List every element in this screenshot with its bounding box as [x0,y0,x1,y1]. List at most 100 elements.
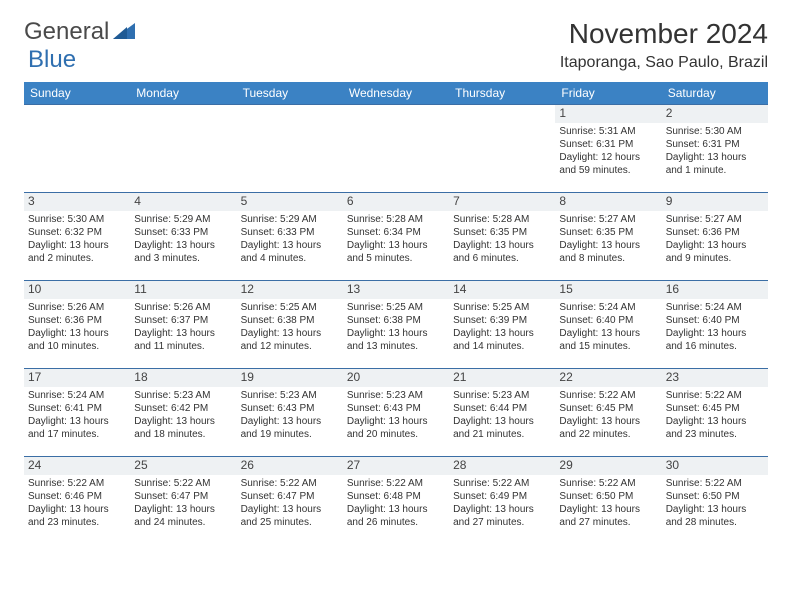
calendar-day-cell: 30Sunrise: 5:22 AMSunset: 6:50 PMDayligh… [662,457,768,545]
daylight-text: and 9 minutes. [666,252,764,265]
daylight-text: Daylight: 13 hours [241,327,339,340]
sunset-text: Sunset: 6:42 PM [134,402,232,415]
day-number: 13 [343,281,449,299]
sunset-text: Sunset: 6:38 PM [241,314,339,327]
sunset-text: Sunset: 6:35 PM [559,226,657,239]
daylight-text: Daylight: 13 hours [559,503,657,516]
daylight-text: Daylight: 13 hours [134,415,232,428]
daylight-text: and 6 minutes. [453,252,551,265]
sunrise-text: Sunrise: 5:22 AM [666,389,764,402]
day-number: 9 [662,193,768,211]
daylight-text: Daylight: 13 hours [559,415,657,428]
calendar-day-cell: 26Sunrise: 5:22 AMSunset: 6:47 PMDayligh… [237,457,343,545]
weekday-header: Wednesday [343,82,449,105]
daylight-text: Daylight: 13 hours [28,327,126,340]
sunrise-text: Sunrise: 5:29 AM [134,213,232,226]
day-number: 27 [343,457,449,475]
header: General November 2024 Itaporanga, Sao Pa… [24,18,768,72]
calendar-day-cell: 11Sunrise: 5:26 AMSunset: 6:37 PMDayligh… [130,281,236,369]
sunrise-text: Sunrise: 5:30 AM [666,125,764,138]
logo-triangle-icon [113,18,135,46]
weekday-header: Thursday [449,82,555,105]
calendar-day-cell: 2Sunrise: 5:30 AMSunset: 6:31 PMDaylight… [662,105,768,193]
sunset-text: Sunset: 6:31 PM [559,138,657,151]
daylight-text: Daylight: 13 hours [28,239,126,252]
sunset-text: Sunset: 6:47 PM [134,490,232,503]
calendar-day-cell: 15Sunrise: 5:24 AMSunset: 6:40 PMDayligh… [555,281,661,369]
daylight-text: and 59 minutes. [559,164,657,177]
daylight-text: Daylight: 13 hours [134,239,232,252]
daylight-text: Daylight: 13 hours [347,503,445,516]
sunrise-text: Sunrise: 5:22 AM [453,477,551,490]
sunrise-text: Sunrise: 5:28 AM [453,213,551,226]
sunset-text: Sunset: 6:31 PM [666,138,764,151]
day-number: 10 [24,281,130,299]
day-number: 18 [130,369,236,387]
daylight-text: Daylight: 13 hours [666,503,764,516]
daylight-text: Daylight: 13 hours [241,239,339,252]
day-number: 8 [555,193,661,211]
calendar-day-cell: 1Sunrise: 5:31 AMSunset: 6:31 PMDaylight… [555,105,661,193]
day-number: 16 [662,281,768,299]
daylight-text: and 21 minutes. [453,428,551,441]
day-number: 22 [555,369,661,387]
daylight-text: and 4 minutes. [241,252,339,265]
calendar-week-row: 24Sunrise: 5:22 AMSunset: 6:46 PMDayligh… [24,457,768,545]
sunrise-text: Sunrise: 5:23 AM [453,389,551,402]
calendar-day-cell: 19Sunrise: 5:23 AMSunset: 6:43 PMDayligh… [237,369,343,457]
weekday-header: Tuesday [237,82,343,105]
daylight-text: Daylight: 12 hours [559,151,657,164]
sunrise-text: Sunrise: 5:27 AM [666,213,764,226]
location: Itaporanga, Sao Paulo, Brazil [560,54,768,72]
sunset-text: Sunset: 6:40 PM [559,314,657,327]
calendar-day-cell: 3Sunrise: 5:30 AMSunset: 6:32 PMDaylight… [24,193,130,281]
calendar-week-row: 3Sunrise: 5:30 AMSunset: 6:32 PMDaylight… [24,193,768,281]
daylight-text: and 10 minutes. [28,340,126,353]
daylight-text: Daylight: 13 hours [453,503,551,516]
daylight-text: and 16 minutes. [666,340,764,353]
daylight-text: Daylight: 13 hours [28,415,126,428]
calendar-day-cell: 8Sunrise: 5:27 AMSunset: 6:35 PMDaylight… [555,193,661,281]
daylight-text: and 27 minutes. [453,516,551,529]
calendar-day-cell: 28Sunrise: 5:22 AMSunset: 6:49 PMDayligh… [449,457,555,545]
day-number: 14 [449,281,555,299]
daylight-text: and 11 minutes. [134,340,232,353]
sunrise-text: Sunrise: 5:30 AM [28,213,126,226]
day-number: 4 [130,193,236,211]
calendar-day-cell: 18Sunrise: 5:23 AMSunset: 6:42 PMDayligh… [130,369,236,457]
calendar-day-cell: 5Sunrise: 5:29 AMSunset: 6:33 PMDaylight… [237,193,343,281]
daylight-text: Daylight: 13 hours [347,327,445,340]
daylight-text: Daylight: 13 hours [559,239,657,252]
daylight-text: Daylight: 13 hours [453,327,551,340]
calendar-day-cell [449,105,555,193]
sunset-text: Sunset: 6:34 PM [347,226,445,239]
daylight-text: and 25 minutes. [241,516,339,529]
daylight-text: Daylight: 13 hours [666,239,764,252]
daylight-text: Daylight: 13 hours [241,503,339,516]
daylight-text: and 28 minutes. [666,516,764,529]
calendar-day-cell: 22Sunrise: 5:22 AMSunset: 6:45 PMDayligh… [555,369,661,457]
daylight-text: and 26 minutes. [347,516,445,529]
daylight-text: and 17 minutes. [28,428,126,441]
daylight-text: Daylight: 13 hours [28,503,126,516]
sunrise-text: Sunrise: 5:22 AM [347,477,445,490]
sunset-text: Sunset: 6:40 PM [666,314,764,327]
sunset-text: Sunset: 6:33 PM [134,226,232,239]
daylight-text: Daylight: 13 hours [347,239,445,252]
calendar-day-cell: 27Sunrise: 5:22 AMSunset: 6:48 PMDayligh… [343,457,449,545]
sunrise-text: Sunrise: 5:23 AM [241,389,339,402]
day-number: 15 [555,281,661,299]
day-number: 29 [555,457,661,475]
sunrise-text: Sunrise: 5:25 AM [453,301,551,314]
calendar-day-cell: 7Sunrise: 5:28 AMSunset: 6:35 PMDaylight… [449,193,555,281]
calendar-body: 1Sunrise: 5:31 AMSunset: 6:31 PMDaylight… [24,105,768,545]
daylight-text: Daylight: 13 hours [347,415,445,428]
day-number: 12 [237,281,343,299]
day-number: 21 [449,369,555,387]
sunrise-text: Sunrise: 5:26 AM [28,301,126,314]
daylight-text: Daylight: 13 hours [241,415,339,428]
sunset-text: Sunset: 6:33 PM [241,226,339,239]
calendar-day-cell: 16Sunrise: 5:24 AMSunset: 6:40 PMDayligh… [662,281,768,369]
sunset-text: Sunset: 6:36 PM [666,226,764,239]
daylight-text: Daylight: 13 hours [453,239,551,252]
